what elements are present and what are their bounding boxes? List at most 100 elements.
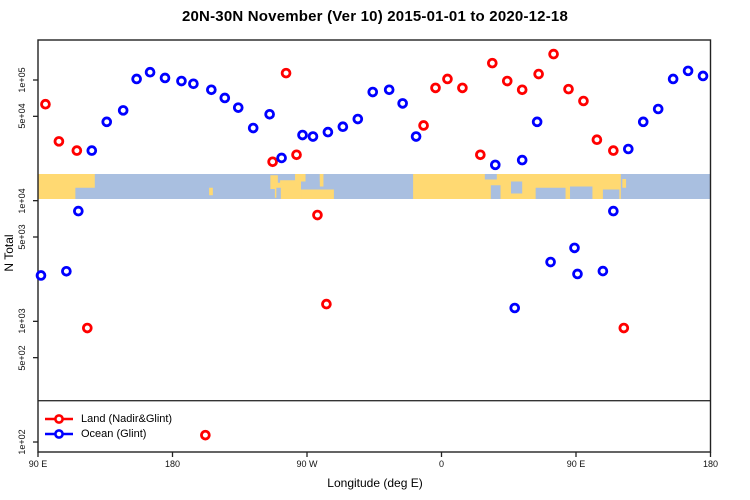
data-point-land [442, 73, 453, 85]
map-strip-land [301, 189, 334, 199]
data-point-land [618, 322, 630, 334]
x-tick-label: 90 E [566, 459, 586, 469]
data-point-land [533, 68, 544, 80]
data-point-ocean [597, 265, 609, 277]
data-point-land [430, 82, 441, 94]
data-point-ocean [667, 73, 679, 85]
map-strip-land [209, 187, 213, 196]
data-point-ocean [131, 73, 142, 85]
data-point-land [82, 322, 93, 334]
map-strip-land [38, 174, 76, 199]
y-axis-label: N Total [2, 234, 16, 272]
data-point-ocean [397, 98, 408, 109]
data-point-ocean [232, 102, 244, 113]
data-point-ocean [410, 131, 422, 142]
data-point-ocean [176, 75, 187, 87]
data-point-ocean [247, 122, 259, 134]
map-strip-water [276, 187, 281, 199]
data-point-ocean [297, 129, 308, 141]
y-tick-label: 1e+04 [17, 188, 27, 214]
data-point-land [501, 75, 513, 87]
x-tick-label: 0 [438, 459, 444, 469]
data-point-land [53, 136, 65, 147]
data-point-land [608, 145, 619, 156]
data-point-ocean [144, 66, 156, 78]
data-point-ocean [516, 154, 528, 166]
data-point-land [71, 145, 83, 156]
legend-label-land: Land (Nadir&Glint) [81, 412, 173, 425]
data-point-land [200, 429, 211, 441]
data-point-ocean [337, 121, 349, 133]
legend-item-land: Land (Nadir&Glint) [44, 411, 172, 426]
data-point-land [312, 209, 323, 221]
map-strip-water [510, 181, 523, 194]
data-point-ocean [623, 143, 634, 155]
data-point-ocean [637, 116, 649, 128]
chart-title: 20N-30N November (Ver 10) 2015-01-01 to … [181, 8, 569, 25]
map-strip-land [319, 174, 324, 187]
legend: Land (Nadir&Glint) Ocean (Glint) [44, 411, 172, 441]
data-point-land [280, 67, 292, 79]
data-point-ocean [159, 72, 171, 84]
data-point-ocean [61, 265, 72, 277]
map-strip-water [602, 189, 620, 199]
data-point-ocean [608, 205, 619, 217]
data-point-land [516, 84, 528, 96]
map-strip-land [622, 179, 627, 188]
data-point-ocean [188, 78, 199, 90]
legend-item-ocean: Ocean (Glint) [44, 426, 172, 441]
data-point-ocean [545, 256, 556, 268]
data-point-ocean [697, 70, 709, 82]
data-point-land [40, 98, 51, 110]
data-point-ocean [322, 126, 334, 138]
data-point-ocean [569, 242, 580, 254]
x-tick-label: 180 [702, 459, 719, 469]
data-point-ocean [101, 116, 113, 128]
data-point-land [475, 149, 486, 161]
data-point-ocean [276, 152, 287, 164]
data-point-ocean [509, 302, 521, 314]
ocean-series-symbol-icon [45, 428, 73, 439]
data-point-ocean [383, 84, 395, 96]
map-strip-water [301, 181, 320, 190]
data-point-ocean [652, 103, 664, 115]
data-point-ocean [367, 86, 379, 98]
data-point-ocean [73, 205, 84, 217]
data-point-ocean [86, 145, 98, 156]
data-point-land [548, 48, 559, 60]
y-tick-label: 5e+03 [17, 224, 27, 250]
data-point-land [418, 120, 429, 131]
data-point-ocean [682, 65, 694, 77]
data-point-land [591, 134, 603, 146]
y-tick-label: 1e+03 [17, 308, 27, 334]
data-point-ocean [117, 105, 129, 116]
y-tick-label: 1e+02 [17, 429, 27, 455]
data-point-land [563, 83, 574, 95]
y-tick-label: 5e+04 [17, 103, 27, 129]
map-strip-land [295, 174, 306, 182]
y-tick-label: 5e+02 [17, 345, 27, 371]
x-tick-label: 90 E [28, 459, 48, 469]
data-point-ocean [352, 113, 364, 125]
map-strip-land [280, 180, 302, 199]
map-strip-water [535, 187, 566, 199]
data-point-ocean [264, 108, 275, 120]
x-tick-label: 90 W [296, 459, 318, 469]
plot-box [37, 39, 712, 453]
data-point-ocean [206, 84, 217, 96]
x-axis-label: Longitude (deg E) [327, 476, 423, 490]
data-point-land [291, 149, 302, 161]
data-point-ocean [219, 92, 231, 104]
map-strip-land [270, 175, 278, 189]
data-point-ocean [572, 268, 583, 280]
data-point-land [578, 95, 589, 107]
map-strip-water [484, 174, 497, 180]
map-strip-water [570, 186, 593, 199]
data-point-land [457, 82, 468, 94]
data-point-ocean [531, 116, 543, 128]
x-tick-label: 180 [164, 459, 181, 469]
data-point-ocean [307, 131, 319, 142]
map-strip-water [490, 185, 501, 199]
